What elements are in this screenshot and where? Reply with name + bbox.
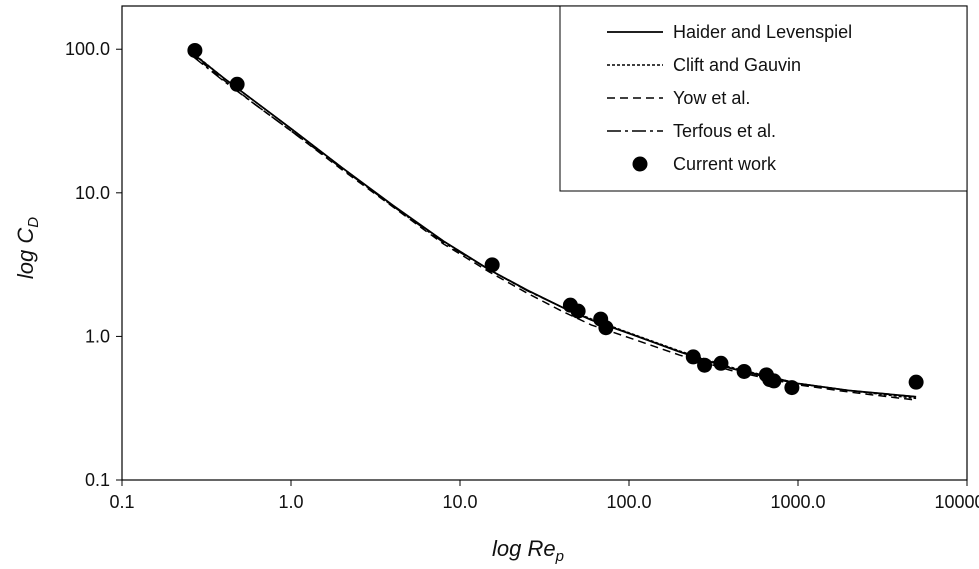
x-tick-label: 0.1	[109, 492, 134, 512]
data-point-current-work	[766, 373, 782, 389]
data-point-current-work	[187, 42, 203, 58]
y-tick-label: 0.1	[85, 470, 110, 490]
y-axis-title: log CD	[13, 217, 42, 279]
x-tick-label: 100.0	[606, 492, 651, 512]
legend-label-terfous: Terfous et al.	[673, 121, 776, 141]
plot-area-frame	[121, 5, 968, 481]
data-point-current-work	[685, 349, 701, 365]
x-tick-label: 1.0	[278, 492, 303, 512]
x-axis-title-subscript: p	[555, 548, 564, 565]
x-tick-label: 10.0	[442, 492, 477, 512]
legend-label-yow: Yow et al.	[673, 88, 750, 108]
legend-swatch-current-work	[632, 156, 648, 172]
data-point-current-work	[713, 355, 729, 371]
data-point-current-work	[229, 76, 245, 92]
data-point-current-work	[784, 380, 800, 396]
data-point-current-work	[598, 320, 614, 336]
series-line-terfous-et-al	[191, 55, 917, 398]
legend: Haider and Levenspiel Clift and Gauvin Y…	[559, 5, 968, 192]
marker-layer	[187, 42, 924, 396]
x-axis-title-main: log Re	[492, 536, 556, 561]
y-axis-ticks: 0.1 1.0 10.0 100.0	[65, 39, 122, 490]
x-tick-label: 1000.0	[770, 492, 825, 512]
y-tick-label: 100.0	[65, 39, 110, 59]
data-point-current-work	[736, 363, 752, 379]
legend-label-current-work: Current work	[673, 154, 777, 174]
data-point-current-work	[697, 357, 713, 373]
y-axis-title-main: log C	[13, 228, 38, 279]
data-point-current-work	[484, 257, 500, 273]
data-point-current-work	[570, 303, 586, 319]
legend-label-clift: Clift and Gauvin	[673, 55, 801, 75]
y-axis-title-subscript: D	[25, 217, 42, 228]
y-tick-label: 10.0	[75, 183, 110, 203]
x-axis-title: log Rep	[492, 536, 564, 565]
y-tick-label: 1.0	[85, 326, 110, 346]
legend-label-haider: Haider and Levenspiel	[673, 22, 852, 42]
data-point-current-work	[908, 374, 924, 390]
